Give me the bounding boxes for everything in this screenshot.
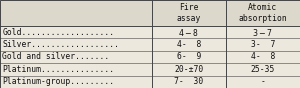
Text: Silver..................: Silver.................. [2, 40, 119, 49]
Text: Fire
assay: Fire assay [176, 3, 201, 23]
Text: 3-  7: 3- 7 [251, 40, 275, 49]
Text: Platinum-group.........: Platinum-group......... [2, 77, 115, 86]
Text: Platinum...............: Platinum............... [2, 65, 115, 74]
Bar [0, 0, 300, 26]
Text: 7-  30: 7- 30 [174, 77, 203, 86]
Text: 20-±70: 20-±70 [174, 65, 203, 74]
Text: 6-  9: 6- 9 [176, 52, 201, 62]
Text: $4- $8: $4- $8 [178, 27, 199, 38]
Text: $3-$7: $3-$7 [252, 27, 274, 38]
Text: -: - [260, 77, 266, 86]
Text: Atomic
absorption: Atomic absorption [238, 3, 287, 23]
Text: Gold...................: Gold................... [2, 28, 115, 37]
Text: 25-35: 25-35 [251, 65, 275, 74]
Text: 4-  8: 4- 8 [251, 52, 275, 62]
Text: Gold and silver.......: Gold and silver....... [2, 52, 110, 62]
Text: 4-  8: 4- 8 [176, 40, 201, 49]
